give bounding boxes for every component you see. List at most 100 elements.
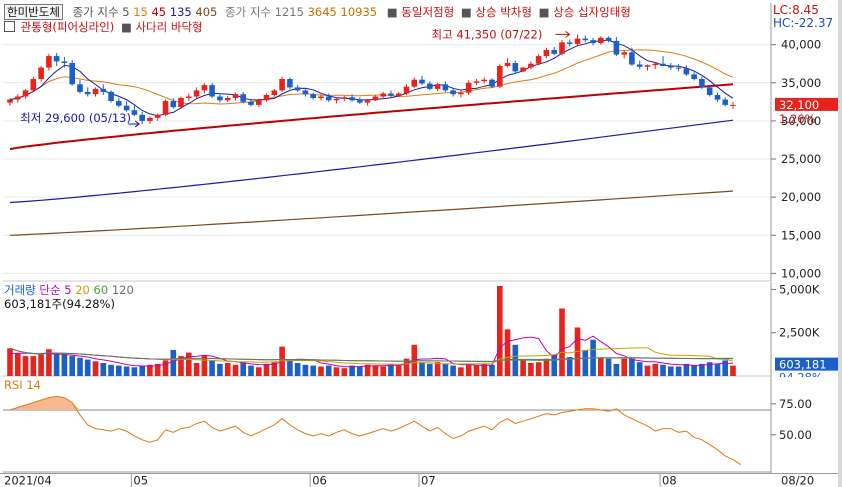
candle[interactable] <box>598 36 604 45</box>
pattern-legend[interactable]: ■ 동일저점형 ■ 상승 박차형 ■ 상승 십자잉태형 <box>387 5 631 19</box>
candle[interactable] <box>605 36 612 43</box>
candle[interactable] <box>209 82 215 99</box>
candle[interactable] <box>395 91 402 98</box>
candle[interactable] <box>162 99 169 117</box>
candle[interactable] <box>108 90 114 103</box>
candle[interactable] <box>442 81 449 92</box>
candle[interactable] <box>341 95 348 102</box>
candle[interactable] <box>668 62 674 70</box>
candle[interactable] <box>699 76 705 89</box>
candle[interactable] <box>590 37 596 46</box>
candle[interactable] <box>92 87 99 97</box>
checkbox-icon[interactable] <box>4 21 15 32</box>
candle[interactable] <box>302 88 309 97</box>
candle[interactable] <box>147 116 153 124</box>
candle[interactable] <box>613 37 620 57</box>
candle[interactable] <box>170 98 177 109</box>
candle[interactable] <box>528 61 534 70</box>
rsi-title[interactable]: RSI 14 <box>4 378 41 392</box>
candle[interactable] <box>644 64 651 71</box>
candle[interactable] <box>497 63 503 89</box>
candle[interactable] <box>349 94 355 102</box>
candle[interactable] <box>224 95 231 102</box>
candle[interactable] <box>683 65 690 76</box>
candle[interactable] <box>512 60 519 73</box>
candle[interactable] <box>333 97 340 104</box>
candle[interactable] <box>481 77 487 84</box>
ma-legend-2[interactable]: 종가 지수 1215 3645 10935 <box>225 5 381 19</box>
candle[interactable] <box>310 92 316 100</box>
candle[interactable] <box>116 98 122 108</box>
candle[interactable] <box>458 91 464 98</box>
candle[interactable] <box>660 56 666 67</box>
candle[interactable] <box>434 82 441 92</box>
candle[interactable] <box>271 88 278 97</box>
candle[interactable] <box>675 64 682 72</box>
candle[interactable] <box>691 72 697 81</box>
candle[interactable] <box>730 101 736 109</box>
candle[interactable] <box>364 98 371 106</box>
candle[interactable] <box>53 53 60 67</box>
candle[interactable] <box>714 92 721 102</box>
candle[interactable] <box>248 98 254 107</box>
candle[interactable] <box>61 56 68 68</box>
volume-title[interactable]: 거래량 <box>4 283 36 297</box>
candle[interactable] <box>123 101 130 112</box>
candle[interactable] <box>388 90 394 98</box>
candle[interactable] <box>46 53 52 71</box>
candle[interactable] <box>722 97 728 107</box>
candle[interactable] <box>256 98 262 108</box>
candle[interactable] <box>232 92 239 101</box>
candle[interactable] <box>450 88 456 97</box>
candle[interactable] <box>652 62 659 70</box>
candle[interactable] <box>489 78 495 89</box>
candle[interactable] <box>84 87 91 97</box>
candle[interactable] <box>403 84 410 95</box>
candle[interactable] <box>7 98 13 106</box>
candle[interactable] <box>38 66 44 82</box>
candle[interactable] <box>535 53 542 66</box>
candle[interactable] <box>465 80 472 95</box>
candle[interactable] <box>263 93 270 102</box>
candle[interactable] <box>100 84 107 95</box>
candle[interactable] <box>520 66 526 73</box>
candle[interactable] <box>186 93 192 102</box>
ma-legend[interactable]: 종가 지수 5 15 45 135 405 <box>73 5 221 19</box>
stock-name-box[interactable]: 한미반도체 <box>4 4 63 20</box>
candle[interactable] <box>178 96 184 109</box>
candle[interactable] <box>543 47 550 59</box>
candle[interactable] <box>380 91 386 99</box>
candle[interactable] <box>201 82 208 94</box>
candle[interactable] <box>636 60 643 70</box>
candle[interactable] <box>30 76 37 92</box>
candle[interactable] <box>279 76 285 92</box>
candle[interactable] <box>357 97 363 105</box>
candle[interactable] <box>419 75 425 86</box>
candle[interactable] <box>621 50 627 59</box>
candle[interactable] <box>372 94 379 102</box>
candle[interactable] <box>217 94 223 103</box>
candle[interactable] <box>566 39 573 47</box>
candle[interactable] <box>325 93 332 102</box>
candle[interactable] <box>294 85 301 92</box>
candle[interactable] <box>69 59 75 86</box>
candle[interactable] <box>504 58 511 68</box>
candle[interactable] <box>77 79 83 94</box>
candle[interactable] <box>574 34 581 46</box>
candle[interactable] <box>427 81 433 91</box>
candle[interactable] <box>287 77 293 89</box>
candle[interactable] <box>154 113 161 121</box>
rsi-chart[interactable]: 50.00 75.00 <box>0 377 842 473</box>
candle[interactable] <box>139 111 145 124</box>
candle[interactable] <box>582 35 589 43</box>
candle[interactable] <box>240 91 246 104</box>
candle[interactable] <box>559 40 565 56</box>
candle[interactable] <box>22 88 29 99</box>
candle[interactable] <box>551 46 557 56</box>
candle[interactable] <box>318 94 324 101</box>
volume-chart[interactable]: 2,500K 5,000K 603,18194.28% <box>0 282 842 377</box>
candle[interactable] <box>193 87 200 99</box>
candle[interactable] <box>706 85 713 97</box>
candle[interactable] <box>15 94 21 103</box>
candle[interactable] <box>629 47 635 67</box>
